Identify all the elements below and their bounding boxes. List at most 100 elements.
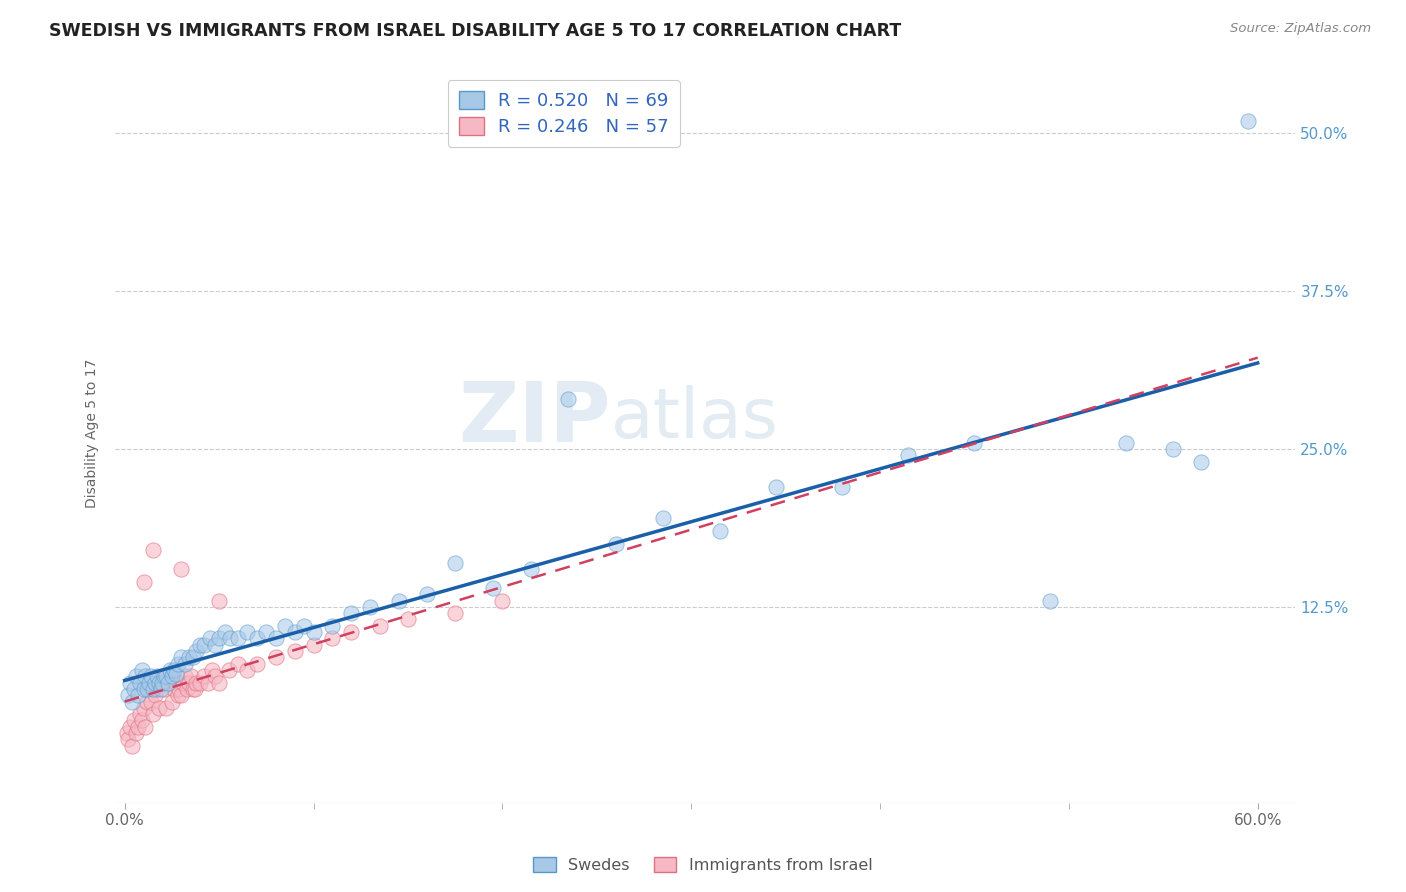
Point — [155, 669, 177, 683]
Point — [166, 688, 188, 702]
Point — [183, 681, 205, 696]
Point — [125, 669, 148, 683]
Point — [143, 688, 166, 702]
Point — [148, 701, 170, 715]
Point — [120, 720, 142, 734]
Point — [160, 669, 183, 683]
Point — [188, 638, 211, 652]
Point — [359, 599, 381, 614]
Y-axis label: Disability Age 5 to 17: Disability Age 5 to 17 — [86, 359, 100, 508]
Point — [174, 669, 197, 683]
Point — [128, 675, 150, 690]
Point — [153, 681, 176, 696]
Point — [219, 632, 242, 646]
Point — [131, 663, 153, 677]
Point — [340, 606, 363, 620]
Point — [149, 675, 172, 690]
Point — [368, 619, 391, 633]
Point — [651, 511, 673, 525]
Point — [120, 675, 142, 690]
Point — [166, 657, 188, 671]
Point — [208, 593, 231, 607]
Point — [208, 632, 231, 646]
Point — [491, 593, 513, 607]
Text: atlas: atlas — [612, 385, 779, 452]
Point — [709, 524, 731, 538]
Point — [204, 638, 226, 652]
Point — [1161, 442, 1184, 456]
Point — [200, 663, 222, 677]
Point — [122, 714, 145, 728]
Point — [246, 632, 269, 646]
Point — [236, 625, 259, 640]
Point — [134, 669, 156, 683]
Point — [246, 657, 269, 671]
Point — [605, 537, 627, 551]
Point — [153, 669, 176, 683]
Point — [396, 612, 419, 626]
Point — [172, 675, 194, 690]
Point — [132, 574, 155, 589]
Point — [170, 688, 193, 702]
Point — [214, 625, 236, 640]
Point — [148, 675, 170, 690]
Point — [186, 675, 208, 690]
Point — [146, 681, 169, 696]
Point — [193, 638, 215, 652]
Point — [157, 675, 180, 690]
Point — [197, 675, 219, 690]
Point — [163, 681, 186, 696]
Point — [149, 681, 172, 696]
Point — [897, 449, 920, 463]
Point — [165, 675, 187, 690]
Point — [181, 650, 204, 665]
Point — [519, 562, 541, 576]
Point — [831, 480, 853, 494]
Point — [1039, 593, 1062, 607]
Point — [132, 701, 155, 715]
Point — [174, 657, 197, 671]
Point — [152, 675, 174, 690]
Point — [193, 669, 215, 683]
Point — [1115, 435, 1137, 450]
Text: SWEDISH VS IMMIGRANTS FROM ISRAEL DISABILITY AGE 5 TO 17 CORRELATION CHART: SWEDISH VS IMMIGRANTS FROM ISRAEL DISABI… — [49, 22, 901, 40]
Point — [198, 632, 221, 646]
Point — [170, 562, 193, 576]
Point — [143, 675, 166, 690]
Point — [142, 707, 165, 722]
Point — [302, 625, 325, 640]
Point — [226, 657, 249, 671]
Point — [117, 732, 139, 747]
Point — [204, 669, 226, 683]
Point — [165, 666, 187, 681]
Point — [218, 663, 240, 677]
Point — [557, 392, 579, 406]
Point — [284, 625, 307, 640]
Point — [444, 606, 467, 620]
Point — [138, 681, 160, 696]
Point — [115, 726, 138, 740]
Point — [117, 688, 139, 702]
Point — [122, 681, 145, 696]
Point — [188, 675, 211, 690]
Point — [186, 644, 208, 658]
Point — [163, 663, 186, 677]
Point — [136, 681, 159, 696]
Point — [160, 694, 183, 708]
Point — [1237, 113, 1260, 128]
Point — [264, 632, 287, 646]
Point — [169, 681, 191, 696]
Point — [138, 675, 160, 690]
Point — [177, 675, 200, 690]
Point — [340, 625, 363, 640]
Point — [142, 543, 165, 558]
Point — [142, 681, 165, 696]
Point — [1189, 455, 1212, 469]
Point — [136, 694, 159, 708]
Text: ZIP: ZIP — [458, 378, 612, 459]
Point — [152, 669, 174, 683]
Point — [159, 669, 181, 683]
Point — [765, 480, 787, 494]
Point — [226, 632, 249, 646]
Point — [292, 619, 315, 633]
